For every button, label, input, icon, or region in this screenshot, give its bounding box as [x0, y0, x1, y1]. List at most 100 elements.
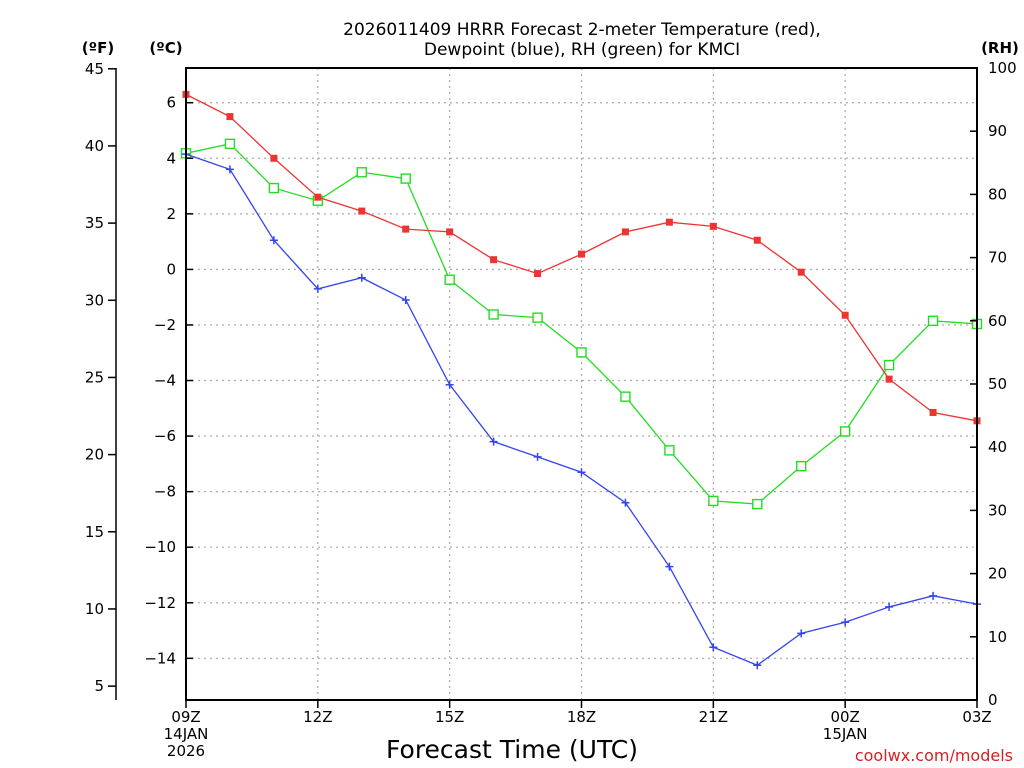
dewpoint-point [885, 602, 894, 611]
rh-tick-label: 20 [988, 565, 1007, 583]
celsius-tick-label: −14 [144, 649, 176, 667]
celsius-tick-label: −12 [144, 594, 176, 612]
celsius-tick-label: −2 [154, 316, 176, 334]
dewpoint-point [489, 437, 498, 446]
chart-title-line-1: 2026011409 HRRR Forecast 2-meter Tempera… [343, 20, 821, 40]
fahrenheit-tick-label: 15 [85, 523, 104, 541]
rh-unit-label: (RH) [981, 39, 1019, 57]
rh-point [576, 347, 587, 358]
rh-tick-label: 50 [988, 375, 1007, 393]
temperature-point [709, 222, 717, 230]
temperature-point [841, 311, 849, 319]
temperature-point [753, 236, 761, 244]
rh-point [752, 498, 763, 510]
rh-point [532, 312, 543, 323]
rh-point [444, 274, 455, 285]
x-tick-label: 03Z [962, 708, 991, 726]
dewpoint-point [313, 284, 322, 293]
series-layer [180, 90, 983, 670]
rh-tick-label: 90 [988, 122, 1007, 140]
temperature-point [270, 154, 278, 162]
dewpoint-point [797, 629, 806, 638]
fahrenheit-tick-label: 25 [85, 368, 104, 386]
rh-point [883, 359, 895, 371]
x-tick-label: 18Z [567, 708, 596, 726]
temperature-point [665, 218, 673, 226]
x-tick-label: 21Z [699, 708, 728, 726]
fahrenheit-tick-label: 40 [85, 137, 104, 155]
rh-point [400, 173, 411, 184]
chart-title-line-2: Dewpoint (blue), RH (green) for KMCI [424, 40, 740, 60]
temperature-point [578, 250, 585, 258]
rh-point [620, 391, 631, 402]
temperature-point [314, 193, 322, 201]
temperature-point [490, 256, 498, 264]
dewpoint-point [753, 661, 762, 670]
dewpoint-point [621, 498, 630, 507]
temperature-point [885, 375, 893, 383]
temperature-point [358, 207, 366, 215]
celsius-tick-label: −4 [154, 372, 176, 390]
rh-point [356, 167, 367, 178]
x-tick-label: 12Z [303, 708, 332, 726]
temperature-point [929, 408, 937, 416]
rh-point [708, 495, 719, 507]
rh-point [664, 445, 675, 456]
temperature-point [797, 268, 805, 276]
rh-point [796, 460, 807, 472]
dewpoint-point [225, 165, 234, 174]
x-tick-label: 15JAN [823, 725, 868, 743]
dewpoint-point [929, 591, 938, 600]
x-tick-label: 00Z [830, 708, 859, 726]
rh-tick-label: 70 [988, 249, 1007, 267]
dewpoint-point [269, 236, 278, 245]
rh-point [488, 309, 499, 320]
fahrenheit-tick-label: 45 [85, 60, 104, 78]
rh-tick-label: 100 [988, 59, 1017, 77]
credit-text: coolwx.com/models [855, 746, 1013, 765]
fahrenheit-tick-label: 5 [94, 677, 104, 695]
temperature-point [226, 113, 234, 121]
rh-point [224, 138, 236, 150]
temperature-point [402, 225, 410, 233]
plot-frame [185, 67, 978, 701]
celsius-tick-label: −6 [154, 427, 176, 445]
fahrenheit-tick-label: 20 [85, 446, 104, 464]
rh-tick-label: 80 [988, 185, 1007, 203]
rh-series-line [185, 143, 978, 505]
fahrenheit-tick-label: 30 [85, 291, 104, 309]
celsius-tick-label: 0 [166, 260, 176, 278]
dewpoint-point [709, 643, 718, 652]
temperature-point [621, 228, 629, 236]
celsius-tick-label: 2 [166, 205, 176, 223]
dewpoint-point [577, 468, 586, 477]
fahrenheit-tick-label: 35 [85, 214, 104, 232]
celsius-tick-label: 4 [166, 149, 176, 167]
rh-tick-label: 40 [988, 438, 1007, 456]
axes [115, 67, 978, 701]
x-tick-label: 15Z [435, 708, 464, 726]
x-tick-label: 09Z [171, 708, 200, 726]
rh-point [839, 426, 851, 437]
celsius-tick-label: −10 [144, 538, 176, 556]
dewpoint-point [841, 618, 850, 627]
rh-tick-label: 30 [988, 501, 1007, 519]
temperature-point [446, 228, 454, 236]
grid-lines [186, 68, 977, 700]
x-axis-title: Forecast Time (UTC) [386, 735, 638, 764]
celsius-tick-label: −8 [154, 483, 176, 501]
x-tick-label: 2026 [167, 742, 205, 760]
celsius-unit-label: (ºC) [149, 39, 182, 57]
dewpoint-point [357, 273, 366, 282]
dewpoint-point [445, 380, 454, 389]
rh-tick-label: 0 [988, 691, 998, 709]
fahrenheit-unit-label: (ºF) [82, 39, 114, 57]
temperature-point [534, 270, 542, 278]
dewpoint-point [533, 452, 542, 461]
rh-tick-label: 60 [988, 312, 1007, 330]
dewpoint-point [401, 295, 410, 304]
x-tick-label: 14JAN [164, 725, 209, 743]
celsius-tick-label: 6 [166, 94, 176, 112]
